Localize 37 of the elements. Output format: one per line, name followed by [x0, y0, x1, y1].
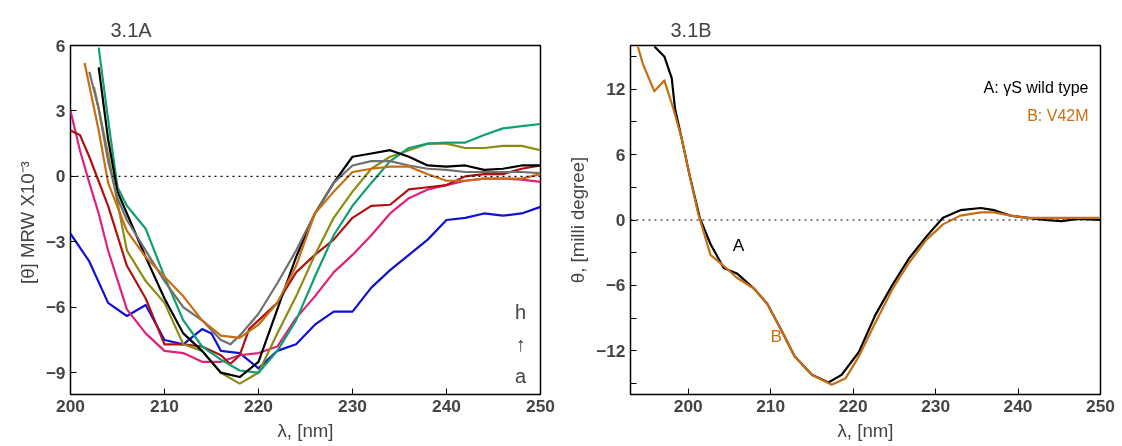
y-tick-label: 6 — [55, 35, 66, 56]
y-tick-label: 0 — [615, 210, 626, 230]
y-tick-label: 0 — [55, 166, 66, 187]
x-axis-title: λ, [nm] — [277, 419, 334, 441]
annotation: ↑ — [515, 332, 526, 355]
x-tick-label: 250 — [526, 395, 555, 416]
x-tick-label: 220 — [838, 395, 868, 416]
x-tick-label: 240 — [1003, 395, 1033, 416]
y-tick-label: −6 — [605, 275, 626, 296]
text: B: V42M — [1027, 106, 1089, 124]
x-tick-label: 230 — [338, 395, 367, 416]
annotation: h — [514, 300, 527, 323]
x-tick-label: 200 — [56, 395, 85, 416]
annotation: A — [732, 234, 745, 255]
x-tick-label: 210 — [756, 395, 786, 416]
x-tick-label: 250 — [1086, 395, 1115, 416]
x-tick-label: 240 — [432, 395, 461, 416]
y-tick-label: −9 — [45, 362, 66, 383]
y-axis-title: [θ] MRW X10⁻³ — [16, 161, 38, 284]
annotation: B — [770, 325, 782, 346]
x-tick-label: 220 — [244, 395, 273, 416]
text: A: γS wild type — [983, 78, 1089, 96]
x-tick-label: 210 — [150, 395, 179, 416]
y-tick-label: −3 — [45, 231, 66, 252]
annotation: a — [514, 364, 527, 387]
y-axis-title: θ, [milli degree] — [567, 156, 589, 284]
y-tick-label: −12 — [596, 340, 626, 361]
y-tick-label: 3 — [55, 100, 66, 121]
x-axis-title: λ, [nm] — [837, 419, 894, 441]
line-series — [70, 205, 541, 370]
y-tick-label: −6 — [45, 297, 66, 318]
chart-title: 3.1A — [110, 18, 153, 41]
x-tick-label: 200 — [673, 395, 703, 416]
y-tick-label: 12 — [606, 79, 626, 100]
chart-title: 3.1B — [670, 18, 712, 41]
y-tick-label: 6 — [615, 144, 626, 165]
x-tick-label: 230 — [921, 395, 951, 416]
